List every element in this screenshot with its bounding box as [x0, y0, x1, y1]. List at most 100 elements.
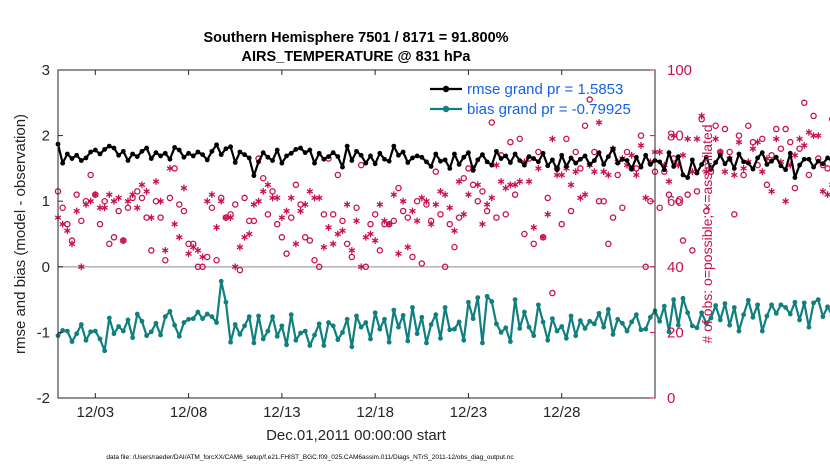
bias-point [680, 295, 686, 301]
rmse-point [773, 154, 779, 160]
bias-point [153, 320, 159, 326]
bias-point [270, 314, 275, 320]
obs-possible-point [791, 184, 799, 192]
bias-point [162, 314, 168, 320]
obs-possible-point [101, 197, 108, 205]
bias-point [106, 315, 112, 321]
bias-point [144, 333, 150, 339]
obs-assimilated-point [297, 207, 304, 215]
legend: rmse grand pr = 1.5853 bias grand pr = -… [430, 81, 631, 118]
bias-point [624, 328, 630, 334]
obs-assimilated-point [143, 187, 150, 195]
obs-possible-point [259, 174, 267, 182]
obs-possible-point [731, 211, 738, 218]
obs-assimilated-point [106, 191, 113, 199]
rmse-point [470, 167, 476, 173]
rmse-point [619, 156, 625, 162]
obs-possible-point [315, 263, 323, 271]
bias-point [470, 316, 476, 322]
rmse-point [741, 159, 747, 165]
obs-possible-point [124, 204, 132, 212]
y2-tick-label: 60 [667, 193, 684, 210]
obs-possible-point [693, 188, 701, 195]
bias-point [293, 337, 299, 343]
obs-assimilated-point [409, 207, 416, 215]
obs-possible-point [479, 188, 486, 195]
obs-assimilated-point [301, 201, 309, 208]
rmse-point [354, 148, 359, 154]
obs-assimilated-point [814, 132, 822, 139]
obs-assimilated-point [684, 135, 691, 143]
obs-assimilated-point [637, 142, 645, 149]
bias-point [74, 331, 80, 337]
rmse-point [288, 150, 294, 156]
bias-point [792, 299, 798, 305]
obs-possible-point [488, 119, 496, 126]
obs-possible-point [749, 138, 757, 146]
obs-possible-point [78, 217, 85, 225]
obs-possible-point [721, 125, 729, 133]
obs-assimilated-point [273, 194, 281, 202]
rmse-point [377, 150, 383, 156]
obs-assimilated-point [320, 243, 328, 251]
bias-point [461, 337, 467, 343]
bias-point [545, 337, 551, 343]
rmse-point [326, 154, 331, 159]
rmse-point [312, 160, 317, 166]
rmse-point [106, 143, 112, 149]
bias-point [433, 312, 439, 318]
rmse-point [568, 155, 574, 161]
bias-point [260, 336, 266, 342]
bias-point [615, 316, 621, 322]
rmse-point [717, 152, 723, 158]
bias-point [223, 299, 229, 305]
bias-point [703, 320, 709, 326]
obs-assimilated-point [73, 207, 80, 215]
y-tick-label: 3 [42, 62, 50, 79]
bias-point [643, 326, 649, 332]
obs-assimilated-point [423, 197, 430, 205]
rmse-point [148, 156, 154, 161]
obs-possible-point [469, 181, 477, 189]
obs-possible-point [287, 214, 295, 221]
obs-possible-point [115, 207, 122, 215]
obs-assimilated-point [353, 217, 360, 225]
obs-assimilated-point [595, 119, 603, 126]
rmse-point [610, 146, 616, 152]
obs-assimilated-point [535, 165, 542, 172]
y2-tick-label: 80 [667, 128, 684, 145]
obs-possible-point [665, 191, 673, 198]
bias-point [181, 320, 187, 325]
obs-assimilated-point [231, 263, 239, 271]
bias-point [480, 340, 485, 346]
y2-tick-label: 100 [667, 62, 692, 79]
bias-point [102, 348, 108, 354]
rmse-point [661, 167, 667, 173]
rmse-point [125, 158, 131, 163]
bias-point [466, 299, 471, 305]
bias-point [256, 313, 261, 319]
y-ticks: -2 -1 0 1 2 3 [37, 62, 63, 407]
obs-possible-point [675, 197, 682, 205]
obs-possible-point [376, 247, 384, 254]
obs-possible-point [572, 148, 579, 156]
bias-point [279, 323, 285, 329]
obs-assimilated-point [78, 263, 85, 271]
obs-assimilated-point [740, 165, 747, 172]
obs-possible-point [278, 234, 286, 241]
bias-point [531, 333, 537, 339]
obs-assimilated-point [306, 187, 314, 195]
obs-possible-point [474, 197, 482, 205]
bias-point [825, 304, 830, 310]
bias-point [386, 339, 392, 345]
obs-possible-point [544, 194, 551, 202]
rmse-point [797, 162, 802, 168]
obs-possible-point [689, 247, 696, 254]
rmse-point [88, 149, 94, 155]
obs-possible-point [586, 96, 593, 103]
rmse-point [703, 154, 709, 160]
obs-assimilated-point [236, 243, 244, 251]
rmse-point [237, 149, 243, 155]
rmse-point [475, 157, 481, 163]
obs-possible-point [549, 289, 556, 297]
